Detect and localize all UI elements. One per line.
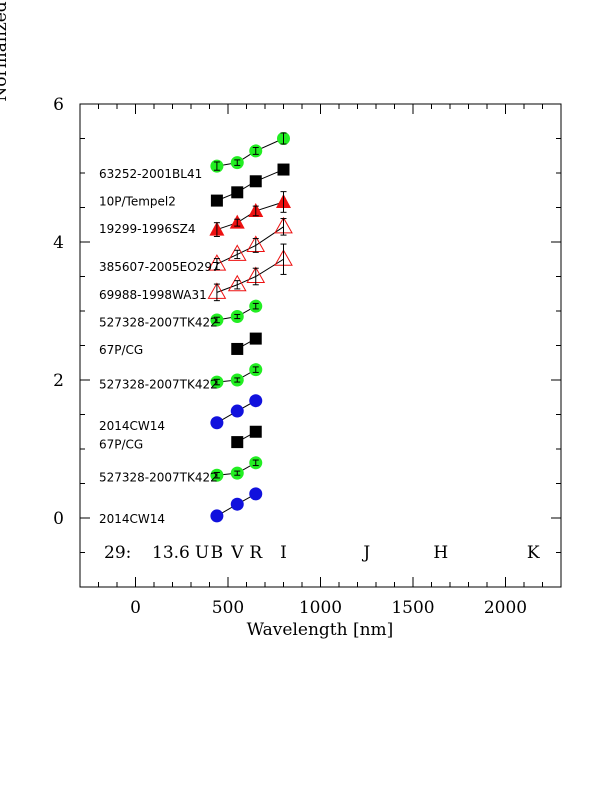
data-point: [230, 404, 244, 418]
series-7: [210, 363, 263, 389]
series-line: [216, 138, 284, 167]
series-label: 63252-2001BL41: [99, 167, 202, 181]
series-6: [231, 332, 262, 355]
series-line: [216, 201, 284, 231]
y-tick-label: 4: [53, 233, 64, 253]
series-label: 10P/Tempel2: [99, 195, 176, 209]
series-5: [210, 299, 263, 327]
data-point: [230, 497, 244, 511]
y-axis-title: Normalized Reflectivity: [0, 0, 11, 102]
data-point: [249, 175, 262, 188]
band-label: B: [211, 543, 224, 563]
band-label: H: [433, 543, 448, 563]
series-line: [216, 169, 284, 202]
data-point: [227, 244, 247, 261]
band-label: R: [249, 543, 263, 563]
data-point: [249, 394, 263, 408]
x-tick-label: 1500: [391, 598, 434, 618]
series-line: [216, 226, 284, 265]
data-point: [231, 186, 244, 199]
series-line: [216, 258, 284, 293]
series-3: [207, 216, 293, 271]
series-4: [207, 243, 293, 302]
axis-ticks: [80, 103, 561, 588]
y-tick-label: 6: [53, 95, 64, 115]
x-tick-label: 1000: [299, 598, 342, 618]
series-label: 2014CW14: [99, 419, 165, 433]
y-tick-label: 2: [53, 371, 64, 391]
series-2: [209, 191, 291, 237]
series-layer: [207, 132, 293, 523]
series-label: 2014CW14: [99, 512, 165, 526]
band-label: J: [361, 543, 370, 563]
series-9: [231, 425, 262, 449]
series-10: [210, 456, 263, 482]
annotation-prefix-1: 29:: [104, 543, 131, 563]
axis-tick-labels: 0 500 1000 1500 2000 0 2 4 6: [53, 95, 527, 618]
series-label: 69988-1998WA31: [99, 288, 207, 302]
band-label: I: [280, 543, 287, 563]
data-point: [249, 332, 262, 345]
band-label: V: [230, 543, 244, 563]
data-point: [277, 163, 290, 176]
data-point: [231, 436, 244, 449]
series-label: 19299-1996SZ4: [99, 222, 196, 236]
band-label: K: [527, 543, 540, 563]
series-8: [210, 394, 263, 430]
x-tick-label: 500: [212, 598, 244, 618]
object-labels: 63252-2001BL41 10P/Tempel2 19299-1996SZ4 38…: [99, 167, 220, 526]
data-point: [210, 509, 224, 523]
x-tick-label: 2000: [484, 598, 527, 618]
y-tick-label: 0: [53, 509, 64, 529]
data-point: [249, 487, 263, 501]
x-axis-title: Wavelength [nm]: [247, 620, 394, 640]
series-label: 385607-2005EO297: [99, 260, 220, 274]
series-1: [210, 163, 290, 207]
x-tick-label: 0: [130, 598, 141, 618]
annotation-prefix-2: 13.6: [152, 543, 190, 563]
data-point: [210, 194, 223, 207]
band-label: U: [195, 543, 209, 563]
series-label: 527328-2007TK422: [99, 377, 218, 391]
series-11: [210, 487, 263, 523]
data-point: [249, 425, 262, 438]
series-label: 527328-2007TK422: [99, 471, 218, 485]
series-label: 527328-2007TK422: [99, 315, 218, 329]
data-point: [210, 416, 224, 430]
data-point: [227, 274, 247, 292]
series-label: 67P/CG: [99, 343, 143, 357]
data-point: [231, 342, 244, 355]
series-label: 67P/CG: [99, 437, 143, 451]
series-0: [210, 132, 290, 173]
